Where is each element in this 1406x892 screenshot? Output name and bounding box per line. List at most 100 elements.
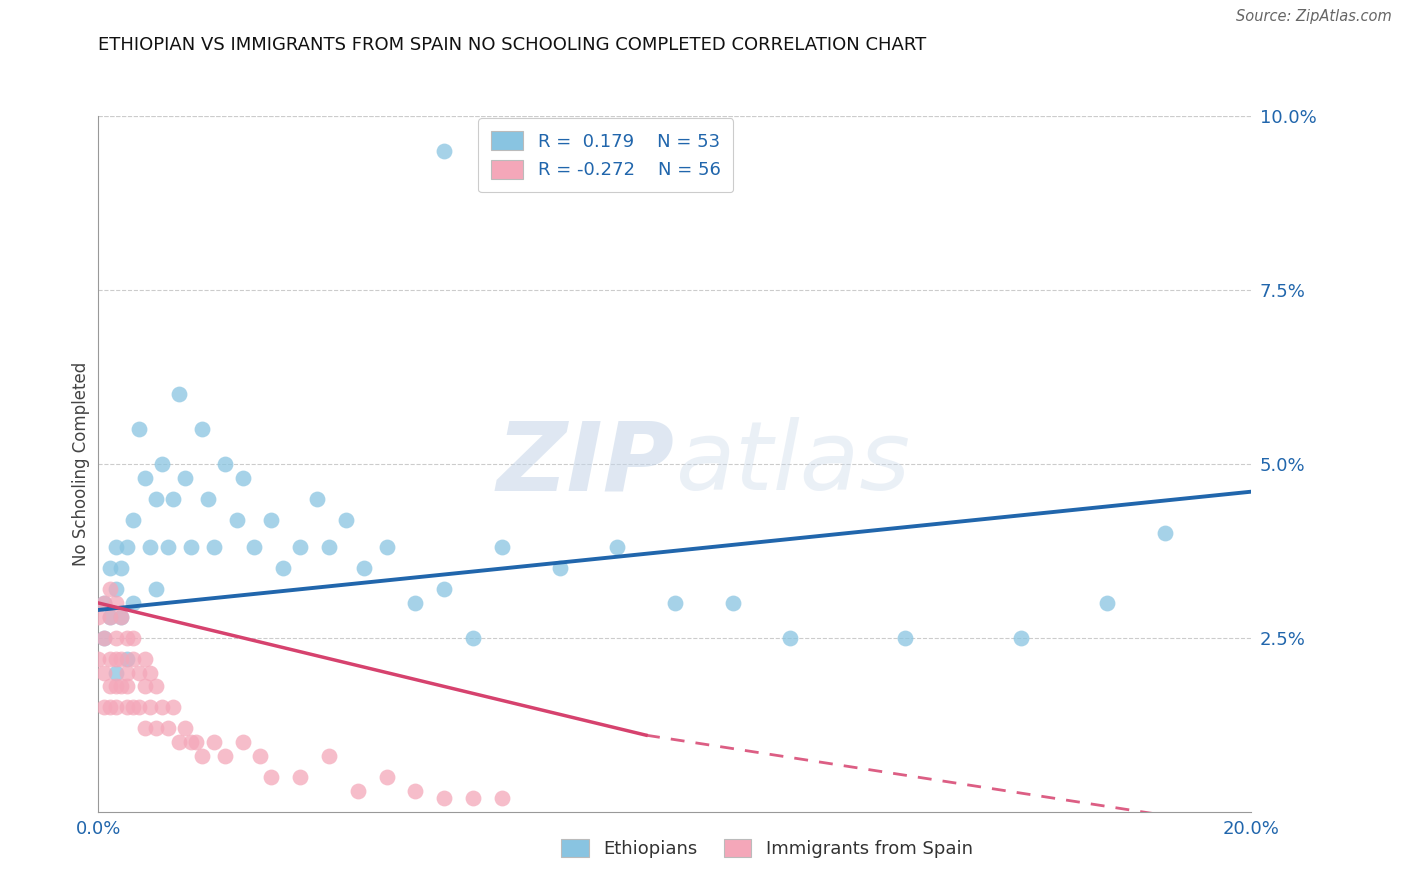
Point bbox=[128, 422, 150, 436]
Text: ETHIOPIAN VS IMMIGRANTS FROM SPAIN NO SCHOOLING COMPLETED CORRELATION CHART: ETHIOPIAN VS IMMIGRANTS FROM SPAIN NO SC… bbox=[98, 36, 927, 54]
Point bbox=[162, 700, 184, 714]
Point bbox=[491, 541, 513, 555]
Point bbox=[98, 610, 121, 624]
Point bbox=[664, 596, 686, 610]
Point bbox=[104, 665, 127, 680]
Point bbox=[405, 596, 427, 610]
Point bbox=[117, 541, 138, 555]
Point bbox=[214, 749, 236, 764]
Point bbox=[145, 491, 167, 506]
Point bbox=[134, 680, 156, 694]
Point bbox=[98, 561, 121, 575]
Point bbox=[894, 631, 917, 645]
Point bbox=[249, 749, 271, 764]
Point bbox=[1153, 526, 1175, 541]
Point bbox=[779, 631, 801, 645]
Point bbox=[174, 721, 197, 735]
Point bbox=[128, 700, 150, 714]
Point bbox=[87, 610, 110, 624]
Point bbox=[318, 749, 340, 764]
Point bbox=[122, 512, 145, 526]
Point bbox=[98, 651, 121, 665]
Point bbox=[104, 631, 127, 645]
Point bbox=[139, 541, 162, 555]
Text: ZIP: ZIP bbox=[496, 417, 675, 510]
Point bbox=[134, 471, 156, 485]
Point bbox=[122, 700, 145, 714]
Point bbox=[104, 541, 127, 555]
Point bbox=[461, 790, 484, 805]
Point bbox=[93, 596, 115, 610]
Point bbox=[433, 582, 456, 596]
Point bbox=[375, 541, 398, 555]
Legend: Ethiopians, Immigrants from Spain: Ethiopians, Immigrants from Spain bbox=[554, 831, 980, 865]
Point bbox=[405, 784, 427, 798]
Point bbox=[98, 610, 121, 624]
Point bbox=[318, 541, 340, 555]
Point bbox=[87, 651, 110, 665]
Point bbox=[117, 665, 138, 680]
Point bbox=[110, 651, 132, 665]
Point bbox=[260, 770, 283, 784]
Point bbox=[290, 770, 312, 784]
Point bbox=[491, 790, 513, 805]
Point bbox=[134, 721, 156, 735]
Point bbox=[180, 735, 202, 749]
Point bbox=[290, 541, 312, 555]
Point bbox=[150, 457, 173, 471]
Point bbox=[104, 651, 127, 665]
Point bbox=[122, 596, 145, 610]
Point bbox=[122, 651, 145, 665]
Point bbox=[117, 700, 138, 714]
Point bbox=[191, 422, 214, 436]
Text: atlas: atlas bbox=[675, 417, 910, 510]
Point bbox=[1010, 631, 1032, 645]
Point bbox=[214, 457, 236, 471]
Point bbox=[104, 680, 127, 694]
Point bbox=[202, 541, 225, 555]
Point bbox=[231, 471, 254, 485]
Point bbox=[117, 631, 138, 645]
Point bbox=[307, 491, 329, 506]
Point bbox=[128, 665, 150, 680]
Point bbox=[461, 631, 484, 645]
Point bbox=[191, 749, 214, 764]
Point bbox=[93, 596, 115, 610]
Point bbox=[134, 651, 156, 665]
Point bbox=[180, 541, 202, 555]
Point bbox=[353, 561, 375, 575]
Point bbox=[93, 631, 115, 645]
Point bbox=[117, 651, 138, 665]
Point bbox=[162, 491, 184, 506]
Point bbox=[156, 541, 179, 555]
Point bbox=[271, 561, 294, 575]
Point bbox=[98, 700, 121, 714]
Point bbox=[260, 512, 283, 526]
Point bbox=[167, 735, 190, 749]
Point bbox=[93, 631, 115, 645]
Point bbox=[167, 387, 190, 401]
Point bbox=[122, 631, 145, 645]
Point bbox=[375, 770, 398, 784]
Point bbox=[346, 784, 368, 798]
Point bbox=[104, 700, 127, 714]
Point bbox=[243, 541, 266, 555]
Point bbox=[110, 610, 132, 624]
Point bbox=[117, 680, 138, 694]
Point bbox=[104, 596, 127, 610]
Point bbox=[145, 721, 167, 735]
Point bbox=[186, 735, 208, 749]
Point bbox=[721, 596, 744, 610]
Point bbox=[231, 735, 254, 749]
Point bbox=[110, 610, 132, 624]
Point bbox=[110, 561, 132, 575]
Point bbox=[225, 512, 247, 526]
Point bbox=[93, 665, 115, 680]
Text: Source: ZipAtlas.com: Source: ZipAtlas.com bbox=[1236, 9, 1392, 24]
Point bbox=[145, 582, 167, 596]
Point bbox=[156, 721, 179, 735]
Point bbox=[197, 491, 219, 506]
Y-axis label: No Schooling Completed: No Schooling Completed bbox=[72, 362, 90, 566]
Point bbox=[150, 700, 173, 714]
Point bbox=[98, 680, 121, 694]
